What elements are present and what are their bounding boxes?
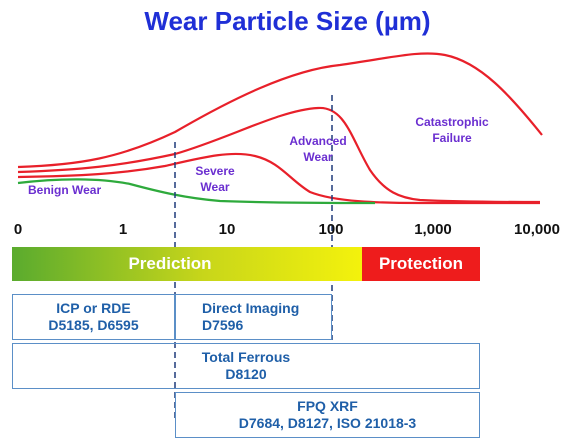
catastrophic-curve bbox=[17, 52, 543, 169]
x-tick-label: 10 bbox=[219, 221, 236, 238]
region-label-advanced-1: Advanced bbox=[289, 134, 346, 148]
x-tick-label: 10,000 bbox=[514, 221, 560, 238]
direct-imaging-box: Direct Imaging D7596 bbox=[175, 294, 332, 340]
region-label-severe-2: Wear bbox=[200, 180, 229, 194]
region-label-catastrophic-2: Failure bbox=[432, 131, 472, 145]
protection-bar bbox=[362, 247, 480, 281]
severe-curve bbox=[17, 152, 540, 205]
region-label-severe-1: Severe bbox=[195, 164, 235, 178]
x-tick-label: 0 bbox=[14, 221, 22, 238]
direct-line2: D7596 bbox=[202, 317, 244, 333]
icp-box: ICP or RDE D5185, D6595 bbox=[12, 294, 175, 340]
fpq-line1: FPQ XRF bbox=[297, 398, 358, 414]
prediction-bar bbox=[12, 247, 362, 281]
advanced-curve bbox=[17, 106, 541, 204]
region-label-benign: Benign Wear bbox=[28, 183, 101, 197]
fpq-line2: D7684, D8127, ISO 21018-3 bbox=[238, 415, 417, 431]
benign-curve bbox=[17, 178, 376, 205]
x-tick-label: 1 bbox=[119, 221, 127, 238]
direct-line1: Direct Imaging bbox=[202, 300, 300, 316]
prediction-label: Prediction bbox=[128, 254, 212, 273]
x-tick-label: 100 bbox=[318, 221, 343, 238]
icp-line2: D5185, D6595 bbox=[48, 317, 139, 333]
x-tick-label: 1,000 bbox=[414, 221, 452, 238]
x-axis-ticks: 0 1 10 100 1,000 10,000 bbox=[14, 221, 560, 238]
icp-line1: ICP or RDE bbox=[56, 300, 131, 316]
protection-label: Protection bbox=[378, 254, 464, 273]
fpq-xrf-box: FPQ XRF D7684, D8127, ISO 21018-3 bbox=[175, 392, 480, 438]
region-label-advanced-2: Wear bbox=[303, 150, 332, 164]
region-label-catastrophic-1: Catastrophic bbox=[415, 115, 489, 129]
ferrous-line1: Total Ferrous bbox=[201, 349, 291, 365]
chart-title: Wear Particle Size (µm) bbox=[144, 6, 431, 36]
ferrous-line2: D8120 bbox=[225, 366, 267, 382]
total-ferrous-box: Total Ferrous D8120 bbox=[12, 343, 480, 389]
